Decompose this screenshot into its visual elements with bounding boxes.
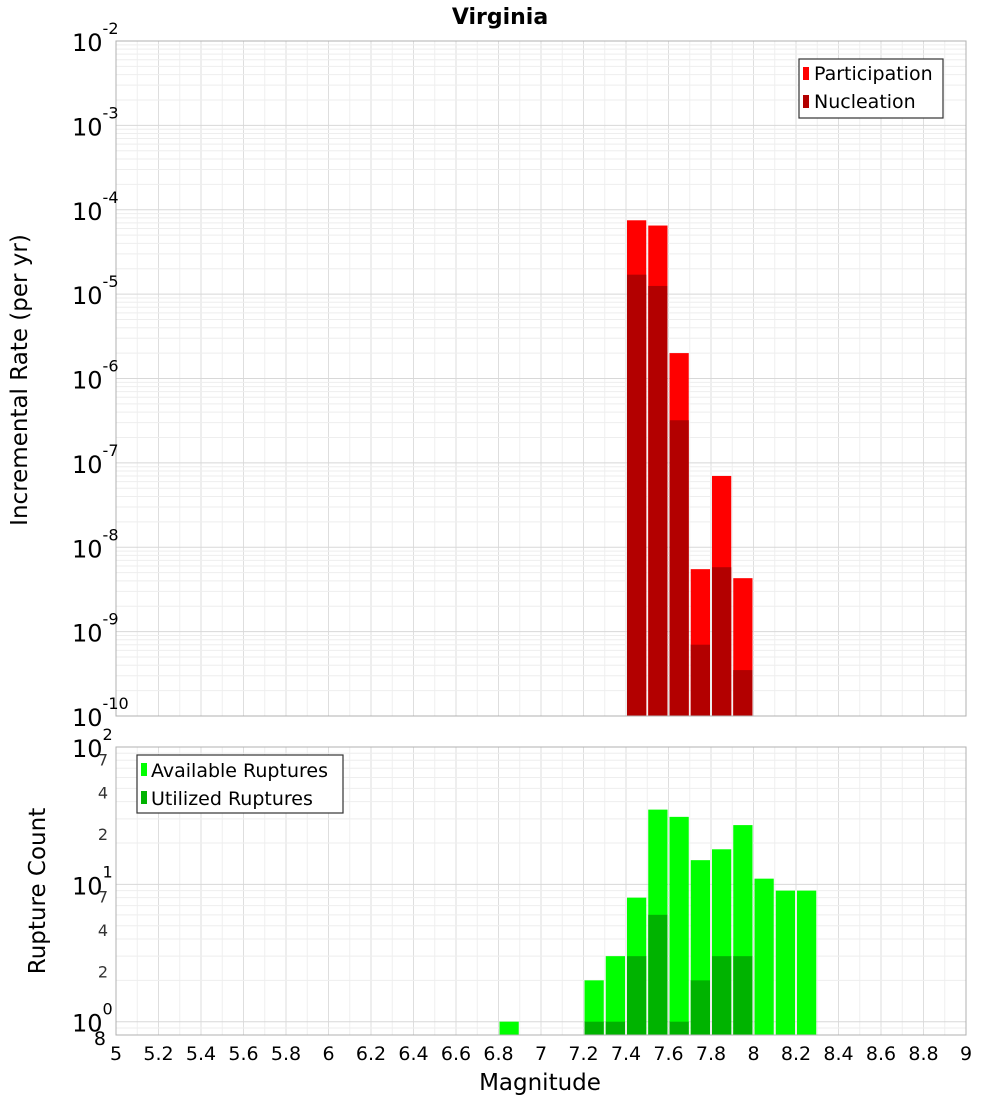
x-tick-label: 6.4 <box>398 1043 428 1065</box>
top-plot-border <box>115 40 967 717</box>
x-tick-label: 8.8 <box>908 1043 938 1065</box>
top-y-tick-exponent: -9 <box>103 610 119 629</box>
top-y-tick-label: 10-4 <box>72 188 119 226</box>
x-tick-label: 6.2 <box>356 1043 386 1065</box>
top-legend: Participation Nucleation <box>798 58 944 119</box>
top-y-tick-label: 10-9 <box>72 610 119 648</box>
incremental-rate-panel: 10-210-310-410-510-610-710-810-910-10 In… <box>7 19 967 732</box>
available-ruptures-bar <box>584 980 604 1035</box>
x-tick-label: 5.8 <box>271 1043 301 1065</box>
bottom-bars <box>499 809 817 1035</box>
x-axis-title: Magnitude <box>479 1070 601 1096</box>
top-y-tick-exponent: -4 <box>103 188 119 207</box>
legend-swatch-available <box>141 763 147 776</box>
available-ruptures-bar <box>499 1021 519 1035</box>
legend-label-participation: Participation <box>814 63 933 85</box>
x-tick-label: 6.8 <box>483 1043 513 1065</box>
utilized-ruptures-bar <box>690 980 710 1035</box>
nucleation-bar <box>627 274 647 716</box>
top-y-tick-exponent: -7 <box>103 441 119 460</box>
utilized-ruptures-bar <box>669 1021 689 1035</box>
bottom-y-minor-label: 4 <box>98 921 108 940</box>
x-tick-label: 5 <box>110 1043 122 1065</box>
top-y-tick-label: 10-5 <box>72 272 119 310</box>
legend-swatch-utilized <box>141 791 147 804</box>
x-tick-label: 7 <box>535 1043 547 1065</box>
top-legend-box <box>798 58 944 119</box>
bottom-y-minor-label: 7 <box>98 750 108 769</box>
x-tick-label: 7.2 <box>568 1043 598 1065</box>
bottom-y-tick-label: 100 <box>72 1000 113 1038</box>
bottom-plot-border <box>115 746 967 1036</box>
utilized-ruptures-bar <box>712 956 732 1035</box>
available-ruptures-bar <box>797 890 817 1035</box>
top-y-tick-exponent: -6 <box>103 357 119 376</box>
bottom-y-minor-label: 2 <box>98 962 108 981</box>
top-y-tick-exponent: -10 <box>103 694 129 713</box>
top-y-tick-label: 10-7 <box>72 441 119 479</box>
x-tick-label: 6.6 <box>441 1043 471 1065</box>
nucleation-bar <box>669 420 689 716</box>
top-y-tick-label: 10-3 <box>72 103 119 141</box>
legend-label-nucleation: Nucleation <box>814 91 916 113</box>
top-bars <box>627 220 753 717</box>
utilized-ruptures-bar <box>605 1021 625 1035</box>
bottom-y-minor-label: 8 <box>94 1028 106 1050</box>
utilized-ruptures-bar <box>733 956 753 1035</box>
x-tick-label: 9 <box>960 1043 972 1065</box>
legend-label-available: Available Ruptures <box>151 760 328 782</box>
top-y-tick-label: 10-8 <box>72 525 119 563</box>
nucleation-bar <box>648 285 668 716</box>
bottom-y-tick-exponent: 1 <box>103 862 113 881</box>
x-axis-ticks: 5 5.2 5.4 5.6 5.8 6 6.2 6.4 6.6 6.8 7 7.2 7.4 7.6 7.8 8… <box>110 1043 972 1065</box>
nucleation-bar <box>733 670 753 716</box>
bottom-y-tick-exponent: 0 <box>103 1000 113 1019</box>
top-grid <box>115 41 967 717</box>
bottom-legend-box <box>136 754 344 814</box>
bottom-y-minor-label: 2 <box>98 825 108 844</box>
legend-label-utilized: Utilized Ruptures <box>151 788 313 810</box>
bottom-y-minor-label: 4 <box>98 784 108 803</box>
nucleation-bar <box>712 567 732 716</box>
available-ruptures-bar <box>605 956 625 1035</box>
top-y-tick-exponent: -5 <box>103 272 119 291</box>
x-tick-label: 8.2 <box>781 1043 811 1065</box>
top-y-tick-exponent: -3 <box>103 103 119 122</box>
bottom-legend: Available Ruptures Utilized Ruptures <box>136 754 344 814</box>
utilized-ruptures-bar <box>627 956 647 1035</box>
x-tick-label: 8 <box>747 1043 759 1065</box>
bottom-y-minor-label: 7 <box>98 888 108 907</box>
chart-title: Virginia <box>452 5 548 30</box>
x-tick-label: 6 <box>322 1043 334 1065</box>
top-y-tick-label: 10-6 <box>72 357 119 395</box>
legend-swatch-participation <box>803 67 809 80</box>
legend-swatch-nucleation <box>803 95 809 108</box>
available-ruptures-bar <box>775 890 795 1035</box>
top-y-tick-label: 10-2 <box>72 19 119 57</box>
bottom-y-axis-title: Rupture Count <box>25 808 51 974</box>
x-tick-label: 8.4 <box>823 1043 853 1065</box>
nucleation-bar <box>690 644 710 716</box>
bottom-y-tick-exponent: 2 <box>103 725 113 744</box>
available-ruptures-bar <box>754 878 774 1035</box>
x-tick-label: 7.4 <box>611 1043 641 1065</box>
top-y-tick-exponent: -8 <box>103 525 119 544</box>
utilized-ruptures-bar <box>584 1021 604 1035</box>
top-y-axis-title: Incremental Rate (per yr) <box>7 234 33 526</box>
available-ruptures-bar <box>669 816 689 1035</box>
x-tick-label: 7.8 <box>696 1043 726 1065</box>
top-y-tick-exponent: -2 <box>103 19 119 38</box>
x-tick-label: 5.6 <box>228 1043 258 1065</box>
x-tick-label: 5.4 <box>186 1043 216 1065</box>
x-tick-label: 5.2 <box>143 1043 173 1065</box>
utilized-ruptures-bar <box>648 914 668 1035</box>
x-tick-label: 8.6 <box>866 1043 896 1065</box>
x-tick-label: 7.6 <box>653 1043 683 1065</box>
